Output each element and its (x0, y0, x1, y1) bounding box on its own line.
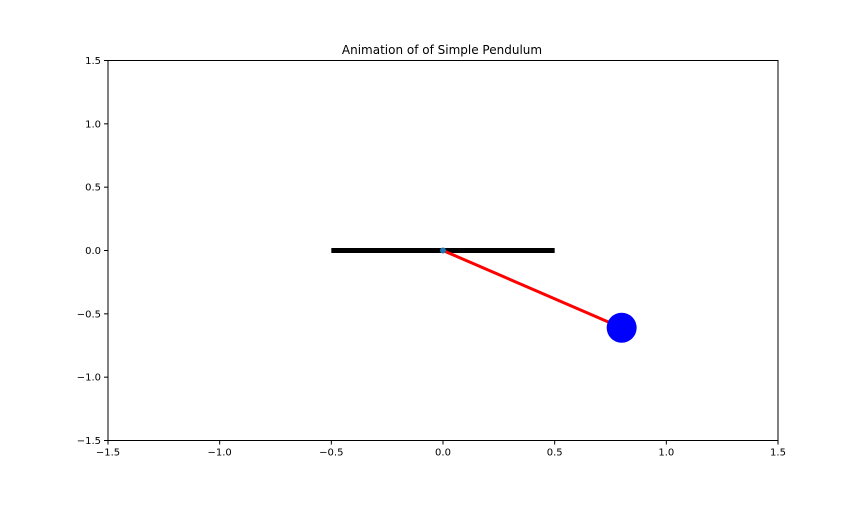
x-axis: −1.5 −1.0 −0.5 0.0 0.5 1.0 1.5 (96, 440, 786, 459)
pendulum-rod (442, 249, 623, 330)
x-tick-label: 1.5 (770, 448, 786, 459)
x-tick-label: 1.0 (658, 448, 674, 459)
x-tick-label: −1.5 (96, 448, 120, 459)
y-tick-label: 0.0 (85, 246, 101, 257)
y-tick-label: 1.5 (85, 56, 101, 67)
chart-title: Animation of of Simple Pendulum (342, 43, 542, 57)
x-tick-label: 0.5 (547, 448, 563, 459)
y-tick-label: −1.5 (77, 436, 101, 447)
x-tick-label: −1.0 (208, 448, 232, 459)
x-tick-label: −0.5 (319, 448, 343, 459)
y-axis: 1.5 1.0 0.5 0.0 −0.5 −1.0 −1.5 (77, 56, 108, 447)
y-tick-label: −1.0 (77, 373, 101, 384)
plot-content (331, 247, 637, 343)
pivot-point (440, 247, 446, 254)
y-tick-label: 0.5 (85, 183, 101, 194)
x-tick-label: 0.0 (435, 448, 451, 459)
pendulum-bob (606, 312, 637, 343)
y-tick-label: 1.0 (85, 119, 101, 130)
y-tick-label: −0.5 (77, 309, 101, 320)
